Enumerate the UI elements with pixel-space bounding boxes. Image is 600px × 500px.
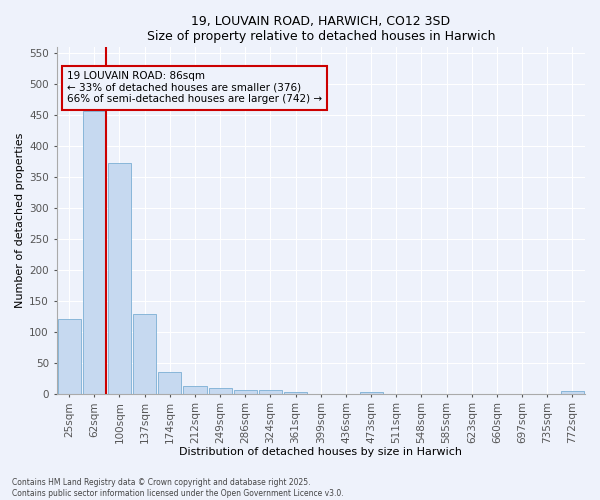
Bar (108, 164, 131, 394)
Bar (209, 388, 232, 394)
Title: 19, LOUVAIN ROAD, HARWICH, CO12 3SD
Size of property relative to detached houses: 19, LOUVAIN ROAD, HARWICH, CO12 3SD Size… (146, 15, 495, 43)
Y-axis label: Number of detached properties: Number of detached properties (15, 132, 25, 308)
Bar (359, 392, 383, 394)
Text: 19 LOUVAIN ROAD: 86sqm
← 33% of detached houses are smaller (376)
66% of semi-de: 19 LOUVAIN ROAD: 86sqm ← 33% of detached… (67, 71, 322, 104)
Bar (234, 390, 257, 394)
Text: Contains HM Land Registry data © Crown copyright and database right 2025.
Contai: Contains HM Land Registry data © Crown c… (12, 478, 344, 498)
Bar (133, 314, 156, 394)
Bar (83, 110, 106, 394)
Bar (184, 386, 206, 394)
Bar (259, 390, 282, 394)
Bar (284, 392, 307, 394)
Bar (561, 391, 584, 394)
Bar (58, 320, 81, 394)
Bar (158, 372, 181, 394)
X-axis label: Distribution of detached houses by size in Harwich: Distribution of detached houses by size … (179, 448, 462, 458)
